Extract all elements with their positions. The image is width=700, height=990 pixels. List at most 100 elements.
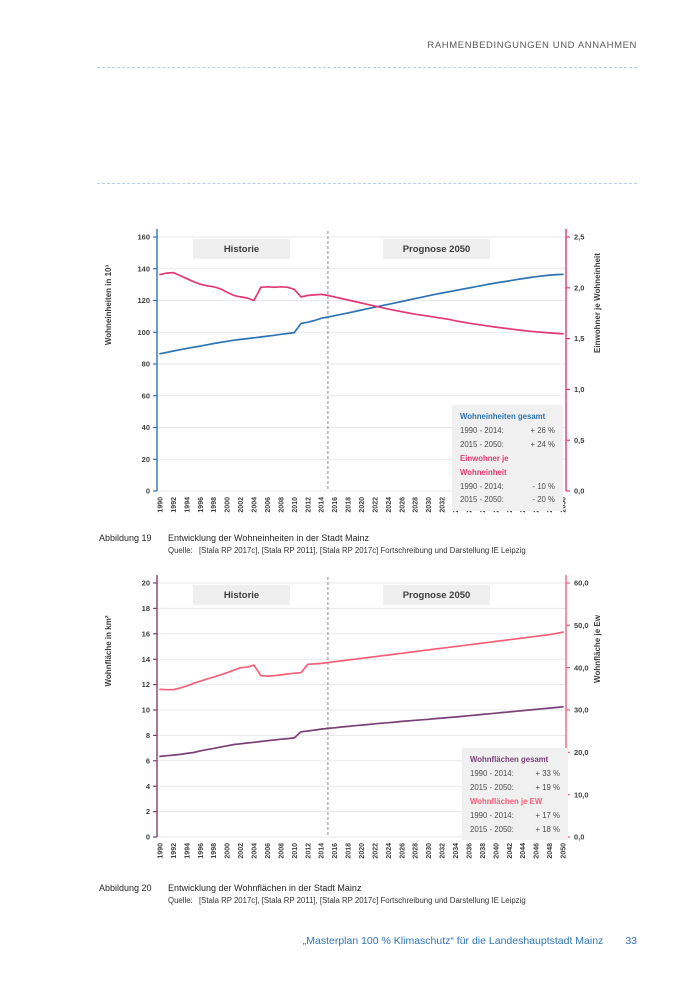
svg-text:2050: 2050 [561,843,568,859]
svg-text:2014: 2014 [319,497,326,513]
svg-text:2,5: 2,5 [574,233,584,242]
svg-text:1992: 1992 [171,843,178,859]
svg-text:2004: 2004 [252,843,259,859]
svg-text:1994: 1994 [184,497,191,513]
svg-text:2020: 2020 [359,843,366,859]
legend-period: 2015 - 2050: [470,782,514,792]
header-rule [97,67,637,68]
svg-text:2032: 2032 [440,497,447,513]
svg-text:2012: 2012 [305,497,312,513]
legend-value: - 10 % [532,481,555,491]
svg-text:0,0: 0,0 [574,487,584,496]
svg-text:2000: 2000 [225,843,232,859]
svg-text:2006: 2006 [265,843,272,859]
chart-wohneinheiten: 0 20 40 60 80 100 120 140 160 Wohneinheiten in 10… [88,225,618,532]
svg-text:2020: 2020 [359,497,366,513]
svg-text:0: 0 [146,833,150,842]
legend-period: 2015 - 2050: [460,495,504,505]
svg-text:2024: 2024 [386,497,393,513]
svg-text:12: 12 [142,680,150,689]
svg-text:2040: 2040 [493,843,500,859]
legend-value: - 20 % [532,495,555,505]
svg-text:2042: 2042 [507,843,514,859]
svg-text:18: 18 [142,604,150,613]
svg-text:10: 10 [142,706,150,715]
svg-text:140: 140 [137,264,150,273]
legend-title-wohneinheiten: Wohneinheiten gesamt [460,412,546,421]
page-number: 33 [625,935,637,947]
section-rule [97,183,637,184]
legend-period: 1990 - 2014: [460,425,504,435]
legend-row: 1990 - 2014: - 10 % [460,480,555,494]
page-header: RAHMENBEDINGUNGEN UND ANNAHMEN [427,40,637,51]
svg-text:2032: 2032 [440,843,447,859]
zone-label-historie: Historie [193,239,290,259]
svg-text:10,0: 10,0 [574,790,589,799]
zone-label-prognose: Prognose 2050 [383,585,490,605]
right-axis: 0,0 0,5 1,0 1,5 2,0 2,5 [565,229,584,496]
svg-text:1990: 1990 [158,497,165,513]
y-axis-label-right: Wohnfläche je Ew [593,614,602,683]
footer-title: „Masterplan 100 % Klimaschutz“ für die L… [302,935,604,947]
svg-text:2030: 2030 [426,843,433,859]
svg-text:100: 100 [137,328,150,337]
svg-text:2006: 2006 [265,497,272,513]
legend-value: + 26 % [530,425,556,435]
source-text: [Stala RP 2017c], [Stala RP 2011], [Stal… [199,546,526,555]
y-axis-label-left: Wohneinheiten in 10³ [104,265,113,346]
svg-text:2044: 2044 [520,843,527,859]
legend-period: 2015 - 2050: [460,439,504,449]
legend-value: + 24 % [530,439,556,449]
series-line-1 [159,271,564,335]
svg-text:20: 20 [142,579,150,588]
svg-text:0,5: 0,5 [574,436,584,445]
svg-text:1,0: 1,0 [574,385,584,394]
svg-text:2018: 2018 [346,843,353,859]
svg-text:2024: 2024 [386,843,393,859]
svg-text:40,0: 40,0 [574,663,589,672]
legend-row: 1990 - 2014: + 26 % [460,424,555,438]
svg-text:2014: 2014 [319,843,326,859]
legend-box: Wohnflächen gesamt 1990 - 2014: + 33 % 2… [462,748,568,841]
svg-text:2016: 2016 [332,843,339,859]
legend-period: 1990 - 2014: [460,481,504,491]
series-line-0 [159,705,564,758]
figure-title: Entwicklung der Wohnflächen in der Stadt… [168,883,362,893]
svg-text:50,0: 50,0 [574,621,589,630]
svg-text:8: 8 [146,731,150,740]
svg-text:80: 80 [142,360,150,369]
svg-text:2048: 2048 [547,843,554,859]
legend-title-wohnflaechen: Wohnflächen gesamt [470,755,549,764]
svg-text:2034: 2034 [453,843,460,859]
svg-text:4: 4 [146,782,151,791]
legend-box: Wohneinheiten gesamt 1990 - 2014: + 26 %… [452,405,563,512]
legend-value: + 18 % [535,824,561,834]
svg-text:120: 120 [137,296,150,305]
left-axis: 0 20 40 60 80 100 120 140 160 [137,229,158,496]
svg-text:2026: 2026 [399,843,406,859]
svg-text:2004: 2004 [252,497,259,513]
x-axis-labels: 1990 1992 1994 1996 1998 2000 2002 2004 2006 2008… [158,843,568,859]
legend-period: 2015 - 2050: [470,824,514,834]
figure-title: Entwicklung der Wohneinheiten in der Sta… [168,533,369,543]
zone-label-historie: Historie [193,585,290,605]
svg-text:2010: 2010 [292,843,299,859]
svg-text:1994: 1994 [184,843,191,859]
source-label: Quelle: [168,546,193,555]
series-line-0 [159,273,564,355]
svg-text:1996: 1996 [198,843,205,859]
svg-text:0: 0 [146,487,150,496]
gridlines [157,236,566,492]
svg-text:60,0: 60,0 [574,579,589,588]
legend-title-wohnflaechen-je-ew: Wohnflächen je EW [470,796,543,806]
svg-text:20: 20 [142,455,150,464]
svg-text:2002: 2002 [238,497,245,513]
legend-row: 1990 - 2014: + 17 % [470,809,560,823]
legend-period: 1990 - 2014: [470,810,514,820]
svg-text:1998: 1998 [211,843,218,859]
svg-text:2012: 2012 [305,843,312,859]
svg-text:60: 60 [142,391,150,400]
svg-text:1992: 1992 [171,497,178,513]
svg-text:2022: 2022 [372,843,379,859]
svg-text:2002: 2002 [238,843,245,859]
